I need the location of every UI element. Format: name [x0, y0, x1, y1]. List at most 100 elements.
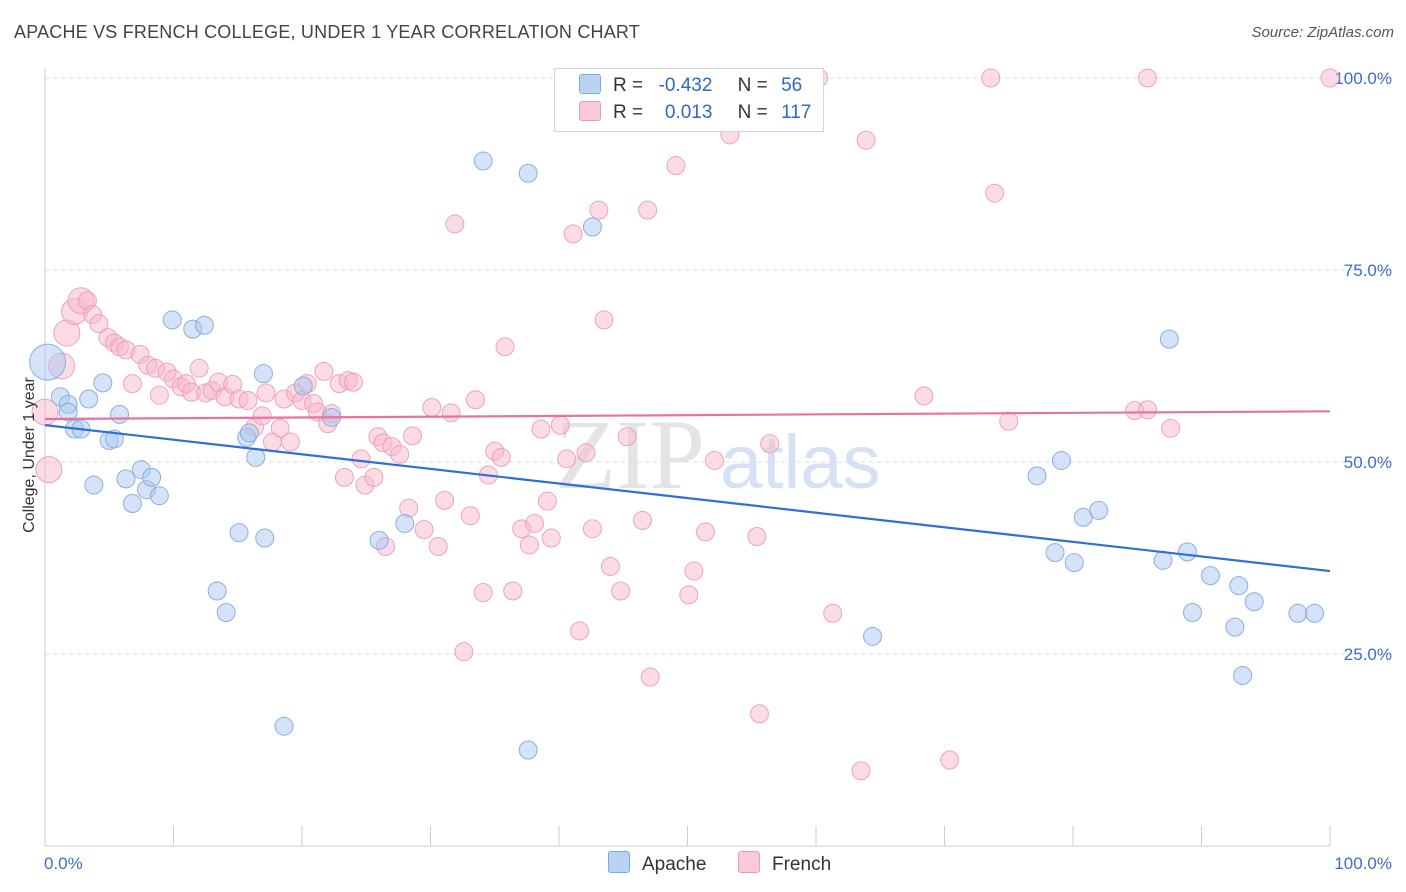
- french-point: [563, 224, 583, 244]
- french-point: [760, 434, 780, 454]
- apache-point: [246, 447, 266, 467]
- french-point: [537, 491, 557, 511]
- french-point: [704, 450, 724, 470]
- legend-item-apache[interactable]: Apache: [608, 851, 706, 876]
- french-point: [550, 415, 570, 435]
- french-point: [491, 447, 511, 467]
- apache-point: [1183, 603, 1203, 623]
- legend-n-value: 56: [781, 75, 803, 96]
- legend-apache-label: Apache: [642, 854, 707, 875]
- apache-point: [1229, 576, 1249, 596]
- french-point: [1320, 68, 1340, 88]
- apache-point: [293, 376, 313, 396]
- apache-point: [29, 343, 67, 381]
- french-point: [460, 506, 480, 526]
- french-point: [519, 535, 539, 555]
- legend-r-label: R =: [613, 102, 644, 123]
- apache-point: [1305, 603, 1325, 623]
- french-point: [435, 490, 455, 510]
- french-point: [445, 214, 465, 234]
- french-point: [570, 621, 590, 641]
- apache-point: [1045, 543, 1065, 563]
- french-swatch: [738, 851, 760, 873]
- french-point: [749, 704, 769, 724]
- apache-point: [369, 530, 389, 550]
- french-point: [364, 467, 384, 487]
- french-point: [531, 419, 551, 439]
- apache-point: [142, 467, 162, 487]
- apache-point: [1051, 450, 1071, 470]
- apache-point: [93, 373, 113, 393]
- french-point: [1138, 400, 1158, 420]
- french-point: [679, 585, 699, 605]
- apache-point: [116, 469, 136, 489]
- apache-point: [473, 151, 493, 171]
- french-point: [525, 513, 545, 533]
- apache-point: [1233, 666, 1253, 686]
- french-point: [89, 314, 109, 334]
- french-point: [557, 449, 577, 469]
- french-point: [582, 519, 602, 539]
- y-tick-label: 75.0%: [1344, 261, 1392, 280]
- stats-legend: R = -0.432 N = 56 R = 0.013 N = 117: [554, 68, 824, 132]
- gridlines: [45, 77, 1392, 655]
- apache-swatch: [579, 74, 601, 94]
- french-point: [638, 200, 658, 220]
- legend-r-value: -0.432: [658, 75, 713, 96]
- y-tick-label: 50.0%: [1344, 453, 1392, 472]
- apache-point: [255, 528, 275, 548]
- apache-point: [274, 716, 294, 736]
- apache-point: [1027, 466, 1047, 486]
- french-point: [270, 418, 290, 438]
- french-point: [541, 528, 561, 548]
- french-swatch: [579, 101, 601, 121]
- french-point: [256, 383, 276, 403]
- french-trend-line: [44, 410, 1331, 421]
- apache-point: [149, 486, 169, 506]
- tick-labels: 25.0% 50.0% 75.0% 100.0% 0.0% 100.0%: [44, 69, 1392, 873]
- french-point: [633, 510, 653, 530]
- french-point: [611, 581, 631, 601]
- french-point: [576, 443, 596, 463]
- french-point: [503, 581, 523, 601]
- apache-point: [79, 389, 99, 409]
- french-point: [238, 391, 258, 411]
- french-point: [856, 130, 876, 150]
- french-point: [351, 449, 371, 469]
- apache-point: [194, 315, 214, 335]
- french-point: [851, 761, 871, 781]
- apache-point: [1177, 542, 1197, 562]
- apache-point: [1159, 329, 1179, 349]
- legend-item-french[interactable]: French: [738, 851, 831, 876]
- french-point: [695, 522, 715, 542]
- french-point: [640, 667, 660, 687]
- french-point: [823, 603, 843, 623]
- french-point: [35, 456, 63, 484]
- legend-r-label: R =: [613, 75, 644, 96]
- apache-point: [1089, 500, 1109, 520]
- french-point: [334, 467, 354, 487]
- french-point: [940, 750, 960, 770]
- apache-point: [863, 626, 883, 646]
- french-point: [666, 156, 686, 176]
- legend-n-label: N =: [737, 75, 768, 96]
- apache-point: [253, 364, 273, 384]
- french-point: [684, 561, 704, 581]
- french-point: [454, 642, 474, 662]
- apache-point: [1064, 553, 1084, 573]
- french-point: [594, 310, 614, 330]
- french-point: [473, 583, 493, 603]
- source-label: Source: ZipAtlas.com: [1251, 24, 1394, 41]
- french-point: [149, 385, 169, 405]
- apache-swatch: [608, 851, 630, 873]
- trend-lines: [44, 410, 1331, 573]
- french-point: [403, 426, 423, 446]
- apache-point: [1200, 566, 1220, 586]
- french-points: [31, 68, 1340, 781]
- french-point: [1138, 68, 1158, 88]
- legend-n-label: N =: [737, 102, 768, 123]
- french-point: [985, 183, 1005, 203]
- apache-point: [229, 523, 249, 543]
- french-point: [252, 406, 272, 426]
